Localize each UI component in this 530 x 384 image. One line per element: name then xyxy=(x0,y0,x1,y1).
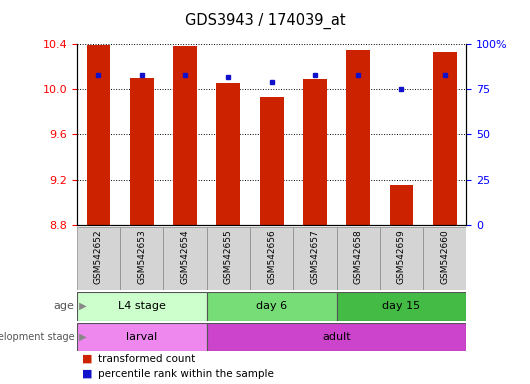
Bar xyxy=(337,292,466,321)
Bar xyxy=(390,185,413,225)
Text: GSM542652: GSM542652 xyxy=(94,229,103,284)
Text: percentile rank within the sample: percentile rank within the sample xyxy=(98,369,274,379)
Bar xyxy=(86,45,110,225)
Bar xyxy=(130,78,154,225)
Bar xyxy=(260,97,284,225)
Text: GSM542659: GSM542659 xyxy=(397,229,406,284)
Text: GSM542654: GSM542654 xyxy=(181,229,190,284)
Bar xyxy=(77,227,120,290)
Bar xyxy=(423,227,466,290)
Bar xyxy=(303,79,327,225)
Text: GSM542660: GSM542660 xyxy=(440,229,449,284)
Bar xyxy=(207,323,466,351)
Text: age: age xyxy=(54,301,74,311)
Text: GSM542655: GSM542655 xyxy=(224,229,233,284)
Text: development stage: development stage xyxy=(0,332,74,342)
Bar xyxy=(250,227,293,290)
Text: adult: adult xyxy=(322,332,351,342)
Bar xyxy=(346,50,370,225)
Text: ▶: ▶ xyxy=(76,332,86,342)
Text: GDS3943 / 174039_at: GDS3943 / 174039_at xyxy=(184,13,346,29)
Bar xyxy=(163,227,207,290)
Text: GSM542653: GSM542653 xyxy=(137,229,146,284)
Text: GSM542656: GSM542656 xyxy=(267,229,276,284)
Text: L4 stage: L4 stage xyxy=(118,301,166,311)
Bar xyxy=(216,83,240,225)
Text: GSM542658: GSM542658 xyxy=(354,229,363,284)
Text: transformed count: transformed count xyxy=(98,354,195,364)
Text: ■: ■ xyxy=(82,369,93,379)
Text: day 15: day 15 xyxy=(383,301,420,311)
Text: GSM542657: GSM542657 xyxy=(311,229,320,284)
Text: ■: ■ xyxy=(82,354,93,364)
Text: day 6: day 6 xyxy=(256,301,287,311)
Bar xyxy=(77,323,207,351)
Text: larval: larval xyxy=(126,332,157,342)
Bar xyxy=(120,227,163,290)
Text: ▶: ▶ xyxy=(76,301,86,311)
Bar xyxy=(207,292,337,321)
Bar xyxy=(207,227,250,290)
Bar xyxy=(433,52,457,225)
Bar xyxy=(293,227,337,290)
Bar xyxy=(380,227,423,290)
Bar xyxy=(77,292,207,321)
Bar xyxy=(173,46,197,225)
Bar xyxy=(337,227,380,290)
